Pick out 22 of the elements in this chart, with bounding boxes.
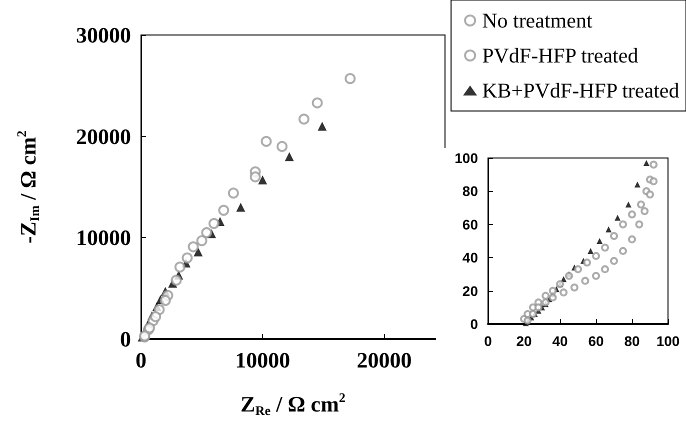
y-tick-label: 20000 <box>76 124 131 149</box>
y-tick-label: 80 <box>462 183 478 200</box>
y-tick-label: 0 <box>470 316 478 332</box>
legend-label: No treatment <box>482 8 592 32</box>
y-tick-label: 10000 <box>76 225 131 250</box>
x-tick-label: 80 <box>624 333 640 349</box>
y-tick-label: 60 <box>462 216 478 232</box>
y-axis-title: -ZIm / Ω cm2 <box>14 130 42 244</box>
y-tick-label: 20 <box>462 282 478 299</box>
x-tick-label: 0 <box>484 333 492 349</box>
legend-label: PVdF-HFP treated <box>482 44 639 68</box>
x-tick-label: 40 <box>552 333 568 349</box>
legend-label: KB+PVdF-HFP treated <box>482 78 680 102</box>
y-tick-label: 40 <box>462 250 478 266</box>
x-tick-label: 60 <box>588 333 604 349</box>
x-tick-label: 20000 <box>356 348 412 372</box>
x-tick-label: 100 <box>656 333 680 349</box>
x-tick-label: 0 <box>136 348 146 372</box>
y-tick-label: 100 <box>454 150 478 166</box>
x-tick-label: 10000 <box>235 348 290 372</box>
y-tick-label: 30000 <box>76 22 131 48</box>
x-tick-label: 20 <box>516 333 532 349</box>
